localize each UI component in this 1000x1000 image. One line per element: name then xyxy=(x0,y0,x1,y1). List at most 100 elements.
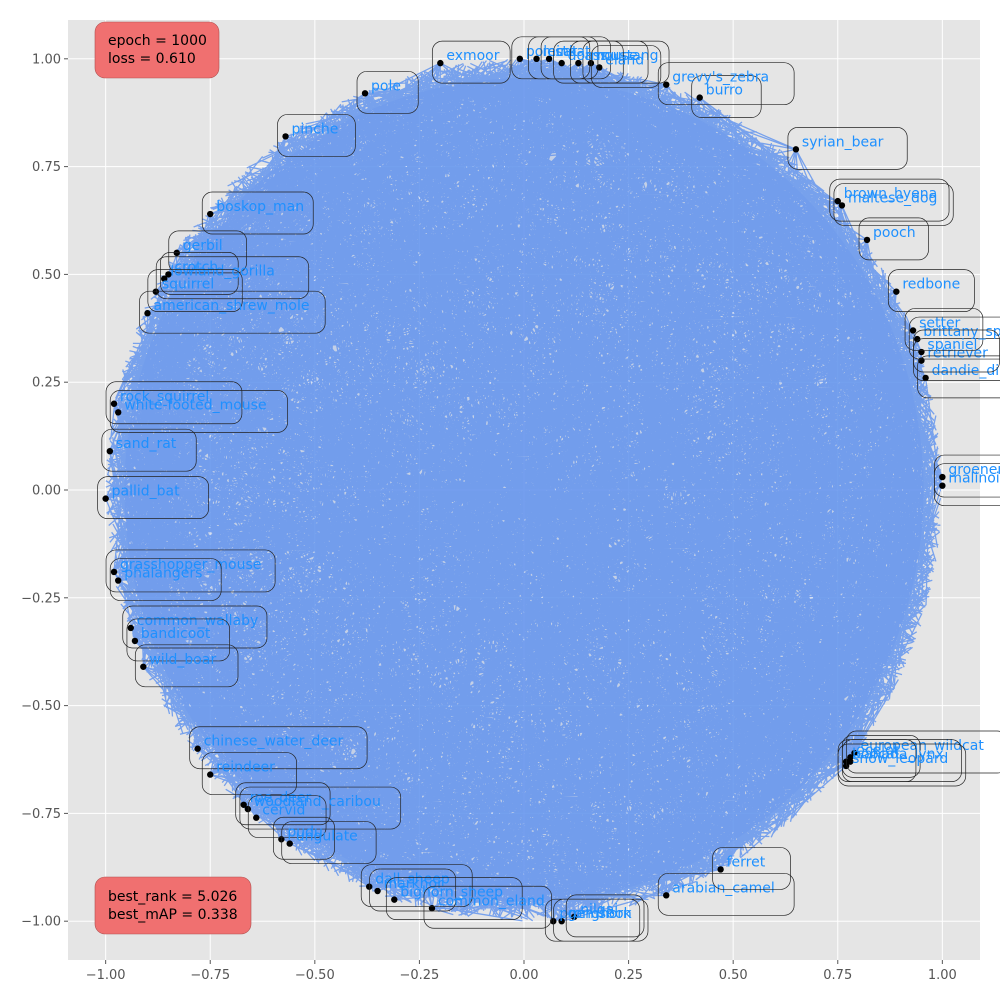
data-point xyxy=(110,400,118,407)
node-label: setter xyxy=(919,315,960,331)
data-point xyxy=(558,59,565,67)
data-point xyxy=(140,663,147,670)
x-tick-label: −1.00 xyxy=(86,968,126,983)
data-point xyxy=(115,577,122,584)
x-tick-label: −0.50 xyxy=(295,968,335,983)
label-box xyxy=(247,795,327,839)
data-point xyxy=(663,892,670,899)
node-label: groenendael xyxy=(948,462,1000,478)
node-label: bighorn_sheep xyxy=(400,885,503,901)
node-label: pronghorn xyxy=(559,906,631,922)
label-box xyxy=(712,847,791,890)
y-tick-label: 0.75 xyxy=(32,160,61,175)
label-box xyxy=(189,726,368,770)
label-box xyxy=(277,114,356,157)
node-label: eland xyxy=(605,52,644,68)
label-box xyxy=(139,290,326,334)
data-point xyxy=(152,288,160,295)
label-box xyxy=(385,877,523,920)
node-label: grasshopper_mouse xyxy=(120,557,261,573)
data-point xyxy=(571,913,578,921)
best-rank-map-box-bg xyxy=(94,876,252,935)
data-point xyxy=(863,236,871,244)
node-label: ungulate xyxy=(296,829,358,845)
node-label: brown_hyena xyxy=(844,186,937,202)
node-label: sand_rat xyxy=(116,436,177,452)
label-box xyxy=(565,894,645,938)
data-point xyxy=(102,495,109,502)
y-tick-label: −1.00 xyxy=(21,915,61,930)
node-label: chinese_water_deer xyxy=(204,734,344,750)
epoch-loss-box-bg xyxy=(94,21,220,79)
y-tick-label: 0.25 xyxy=(32,376,61,391)
node-label: european_wildcat xyxy=(860,738,984,754)
label-box xyxy=(837,743,967,787)
node-label: malinois xyxy=(948,471,1000,487)
label-box xyxy=(273,816,335,860)
label-box xyxy=(908,316,1000,360)
node-label: american_shrew_mole xyxy=(153,298,309,314)
y-tick-label: 0.50 xyxy=(32,268,61,283)
disk-fill xyxy=(124,78,924,902)
node-label: lowland_gorilla xyxy=(170,264,275,280)
data-point xyxy=(127,624,134,632)
data-point xyxy=(922,374,929,382)
node-label: ocelot xyxy=(856,742,899,758)
label-box xyxy=(239,786,402,830)
y-tick-label: 1.00 xyxy=(32,52,61,67)
label-box xyxy=(553,898,641,942)
data-point xyxy=(165,271,172,278)
node-label: gerbil xyxy=(183,238,223,254)
node-label: nilgai xyxy=(580,902,618,918)
label-box xyxy=(201,752,297,795)
node-label: spaniel xyxy=(927,337,977,353)
loss-text: loss = 0.610 xyxy=(108,51,196,67)
node-label: ferret xyxy=(727,854,766,870)
data-point xyxy=(851,749,858,757)
data-point xyxy=(207,210,214,218)
node-label: reindeer xyxy=(216,760,275,776)
data-point xyxy=(838,202,846,209)
data-point xyxy=(106,447,114,455)
node-label: snow_leopard xyxy=(852,751,948,767)
edge-lines xyxy=(105,58,943,922)
node-label: boskop_man xyxy=(216,199,304,215)
data-point xyxy=(366,883,373,890)
node-label: pole xyxy=(371,78,401,94)
node-label: canada_lynx xyxy=(856,747,944,763)
data-point xyxy=(663,81,670,88)
data-point xyxy=(115,409,122,416)
label-box xyxy=(160,252,239,295)
x-tick-label: 0.00 xyxy=(510,968,539,983)
node-label: rock_squirrel xyxy=(120,389,209,405)
label-box xyxy=(281,821,377,864)
node-label: woodland_caribou xyxy=(254,794,381,810)
data-point xyxy=(244,805,252,813)
data-point xyxy=(282,133,289,140)
x-tick-label: 0.25 xyxy=(614,968,643,983)
data-point xyxy=(696,94,703,101)
data-point xyxy=(161,275,168,282)
label-box xyxy=(134,644,239,688)
node-label: maltese_dog xyxy=(848,190,937,206)
data-point xyxy=(240,801,247,808)
label-box xyxy=(155,256,310,300)
node-label: redbone xyxy=(902,277,960,293)
node-label: syrian_bear xyxy=(802,134,884,150)
label-box xyxy=(887,269,975,313)
label-box xyxy=(858,217,929,261)
node-label: white-footed_mouse xyxy=(124,397,266,413)
label-box xyxy=(122,605,268,649)
data-point xyxy=(918,348,925,356)
label-box xyxy=(201,191,314,235)
label-box xyxy=(356,70,419,114)
data-point xyxy=(144,310,151,317)
node-label: ass xyxy=(584,48,607,64)
data-point xyxy=(173,249,180,257)
data-point xyxy=(131,637,139,645)
x-tick-label: 1.00 xyxy=(928,968,957,983)
node-labels: exmoorpolepincheboskop_mangerbilcrotchlo… xyxy=(97,36,1000,942)
node-label: mustang xyxy=(597,48,659,64)
label-box xyxy=(109,390,288,433)
